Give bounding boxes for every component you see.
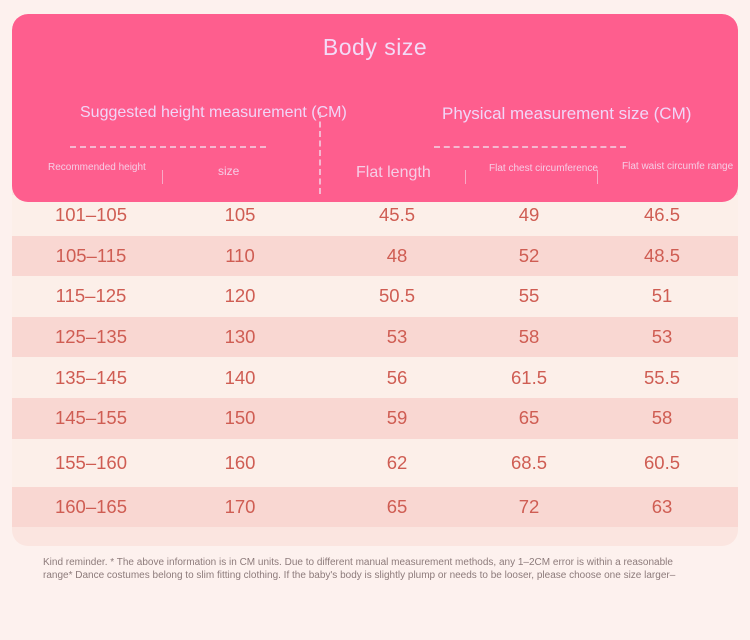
cell-size: 120 — [224, 285, 256, 307]
page-title: Body size — [322, 34, 428, 60]
cell-waist: 63 — [651, 495, 673, 517]
cell-size: 170 — [224, 495, 256, 517]
table-row: 105–115 110 48 52 48.5 — [12, 235, 738, 277]
cell-waist: 51 — [651, 285, 673, 307]
column-separator — [162, 170, 163, 184]
cell-flat-length: 62 — [386, 451, 408, 473]
table-row: 145–155 150 59 65 58 — [12, 397, 738, 439]
cell-waist: 46.5 — [643, 204, 681, 226]
cell-height: 155–160 — [54, 451, 128, 473]
table-body: 101–105 105 45.5 49 46.5 105–115 110 48 … — [12, 195, 738, 528]
cell-flat-length: 65 — [386, 495, 408, 517]
cell-flat-length: 48 — [386, 244, 408, 266]
cell-waist: 60.5 — [643, 451, 681, 473]
cell-chest: 55 — [518, 285, 540, 307]
table-row: 155–160 160 62 68.5 60.5 — [12, 438, 738, 487]
group-label-height: Suggested height measurement (CM) — [80, 104, 347, 121]
column-separator — [465, 170, 466, 184]
dashed-divider — [70, 146, 266, 148]
cell-chest: 65 — [518, 407, 540, 429]
cell-height: 115–125 — [55, 285, 127, 307]
cell-chest: 49 — [518, 204, 540, 226]
column-separator — [597, 170, 598, 184]
group-separator — [319, 112, 321, 194]
cell-chest: 52 — [518, 244, 540, 266]
cell-chest: 68.5 — [510, 451, 548, 473]
cell-flat-length: 53 — [386, 326, 408, 348]
cell-size: 160 — [224, 451, 256, 473]
cell-height: 125–135 — [54, 326, 128, 348]
cell-chest: 61.5 — [510, 366, 548, 388]
cell-chest: 72 — [518, 495, 540, 517]
cell-waist: 48.5 — [643, 244, 681, 266]
cell-height: 135–145 — [54, 366, 128, 388]
cell-waist: 53 — [651, 326, 673, 348]
size-table: Body size Suggested height measurement (… — [12, 14, 738, 546]
cell-height: 101–105 — [54, 204, 128, 226]
cell-flat-length: 45.5 — [378, 204, 416, 226]
cell-chest: 58 — [518, 326, 540, 348]
cell-size: 105 — [224, 204, 256, 226]
cell-height: 105–115 — [55, 244, 127, 266]
table-row: 115–125 120 50.5 55 51 — [12, 276, 738, 317]
cell-size: 110 — [225, 244, 255, 266]
cell-size: 130 — [224, 326, 256, 348]
cell-waist: 58 — [651, 407, 673, 429]
table-header: Body size Suggested height measurement (… — [12, 14, 738, 202]
cell-flat-length: 56 — [386, 366, 408, 388]
kind-reminder-note: Kind reminder. * The above information i… — [43, 557, 676, 581]
cell-flat-length: 50.5 — [378, 285, 416, 307]
column-header-flat-chest: Flat chest circumference — [489, 163, 598, 174]
column-header-size: size — [218, 164, 240, 178]
column-header-flat-length: Flat length — [356, 164, 431, 181]
cell-size: 150 — [224, 407, 256, 429]
group-label-physical: Physical measurement size (CM) — [442, 104, 692, 123]
cell-height: 160–165 — [54, 495, 128, 517]
table-row: 125–135 130 53 58 53 — [12, 316, 738, 358]
cell-height: 145–155 — [54, 407, 128, 429]
column-header-flat-waist: Flat waist circumfe range — [622, 161, 734, 172]
cell-waist: 55.5 — [643, 366, 681, 388]
cell-flat-length: 59 — [386, 407, 408, 429]
table-row: 160–165 170 65 72 63 — [12, 486, 738, 528]
column-header-recommended-height: Recommended height — [48, 162, 146, 173]
table-row: 135–145 140 56 61.5 55.5 — [12, 357, 738, 398]
dashed-divider — [434, 146, 626, 148]
cell-size: 140 — [224, 366, 256, 388]
